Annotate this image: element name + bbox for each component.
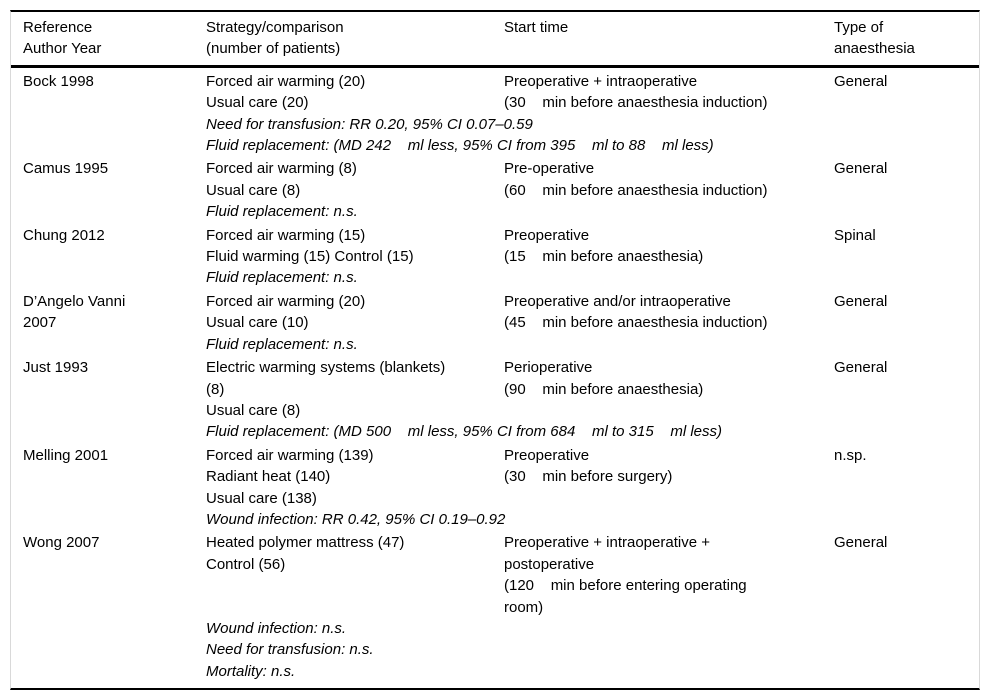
column-header-strategy: Strategy/comparison (number of patients) xyxy=(206,19,344,58)
anaesthesia-cell: n.sp. xyxy=(834,446,867,464)
strategy-cell: Electric warming systems (blankets) (8) … xyxy=(206,359,446,419)
strategy-cell: Forced air warming (8) Usual care (8) xyxy=(206,160,357,199)
outcomes-note: Fluid replacement: n.s. xyxy=(206,203,358,221)
table-body: Bock 1998 Forced air warming (20) Usual … xyxy=(11,68,979,688)
strategy-cell: Forced air warming (20) Usual care (20) xyxy=(206,72,366,112)
table-row: Camus 1995 Forced air warming (8) Usual … xyxy=(11,158,979,224)
start-time-cell: Preoperative + intraoperative + postoper… xyxy=(504,534,747,616)
table-row: Bock 1998 Forced air warming (20) Usual … xyxy=(11,71,979,159)
outcomes-note: Need for transfusion: RR 0.20, 95% CI 0.… xyxy=(206,115,714,155)
start-time-cell: Perioperative (90 min before anaesthesia… xyxy=(504,359,704,398)
reference-cell: Chung 2012 xyxy=(23,226,105,244)
table-header-row: Reference Author Year Strategy/compariso… xyxy=(11,12,979,68)
table-row: Just 1993 Electric warming systems (blan… xyxy=(11,357,979,445)
reference-cell: D’Angelo Vanni 2007 xyxy=(23,292,126,332)
start-time-cell: Preoperative and/or intraoperative (45 m… xyxy=(504,292,768,332)
table-row: Melling 2001 Forced air warming (139) Ra… xyxy=(11,445,979,533)
outcomes-note: Wound infection: RR 0.42, 95% CI 0.19–0.… xyxy=(206,510,506,528)
study-table: Reference Author Year Strategy/compariso… xyxy=(10,10,980,691)
column-header-anaesthesia: Type of anaesthesia xyxy=(834,19,915,58)
strategy-cell: Forced air warming (139) Radiant heat (1… xyxy=(206,446,374,507)
strategy-cell: Forced air warming (15) Fluid warming (1… xyxy=(206,226,414,266)
column-header-reference: Reference Author Year xyxy=(23,19,102,58)
anaesthesia-cell: General xyxy=(834,292,888,310)
column-header-start-time: Start time xyxy=(504,19,569,36)
reference-cell: Wong 2007 xyxy=(23,534,100,552)
anaesthesia-cell: General xyxy=(834,160,888,178)
table-row: Wong 2007 Heated polymer mattress (47) C… xyxy=(11,532,979,684)
reference-cell: Camus 1995 xyxy=(23,160,109,178)
outcomes-note: Fluid replacement: n.s. xyxy=(206,269,358,287)
reference-cell: Melling 2001 xyxy=(23,446,109,464)
strategy-cell: Heated polymer mattress (47) Control (56… xyxy=(206,534,405,573)
anaesthesia-cell: General xyxy=(834,534,888,552)
reference-cell: Just 1993 xyxy=(23,359,89,377)
reference-cell: Bock 1998 xyxy=(23,72,94,90)
start-time-cell: Pre-operative (60 min before anaesthesia… xyxy=(504,160,768,199)
outcomes-note: Wound infection: n.s. Need for transfusi… xyxy=(206,619,374,680)
start-time-cell: Preoperative (15 min before anaesthesia) xyxy=(504,226,704,266)
outcomes-note: Fluid replacement: n.s. xyxy=(206,335,358,353)
start-time-cell: Preoperative (30 min before surgery) xyxy=(504,446,673,486)
anaesthesia-cell: General xyxy=(834,359,888,377)
outcomes-note: Fluid replacement: (MD 500 ml less, 95% … xyxy=(206,423,723,441)
anaesthesia-cell: General xyxy=(834,72,888,90)
table-row: Chung 2012 Forced air warming (15) Fluid… xyxy=(11,225,979,291)
table-row: D’Angelo Vanni 2007 Forced air warming (… xyxy=(11,291,979,357)
strategy-cell: Forced air warming (20) Usual care (10) xyxy=(206,292,366,332)
anaesthesia-cell: Spinal xyxy=(834,226,876,244)
start-time-cell: Preoperative + intraoperative (30 min be… xyxy=(504,72,768,112)
